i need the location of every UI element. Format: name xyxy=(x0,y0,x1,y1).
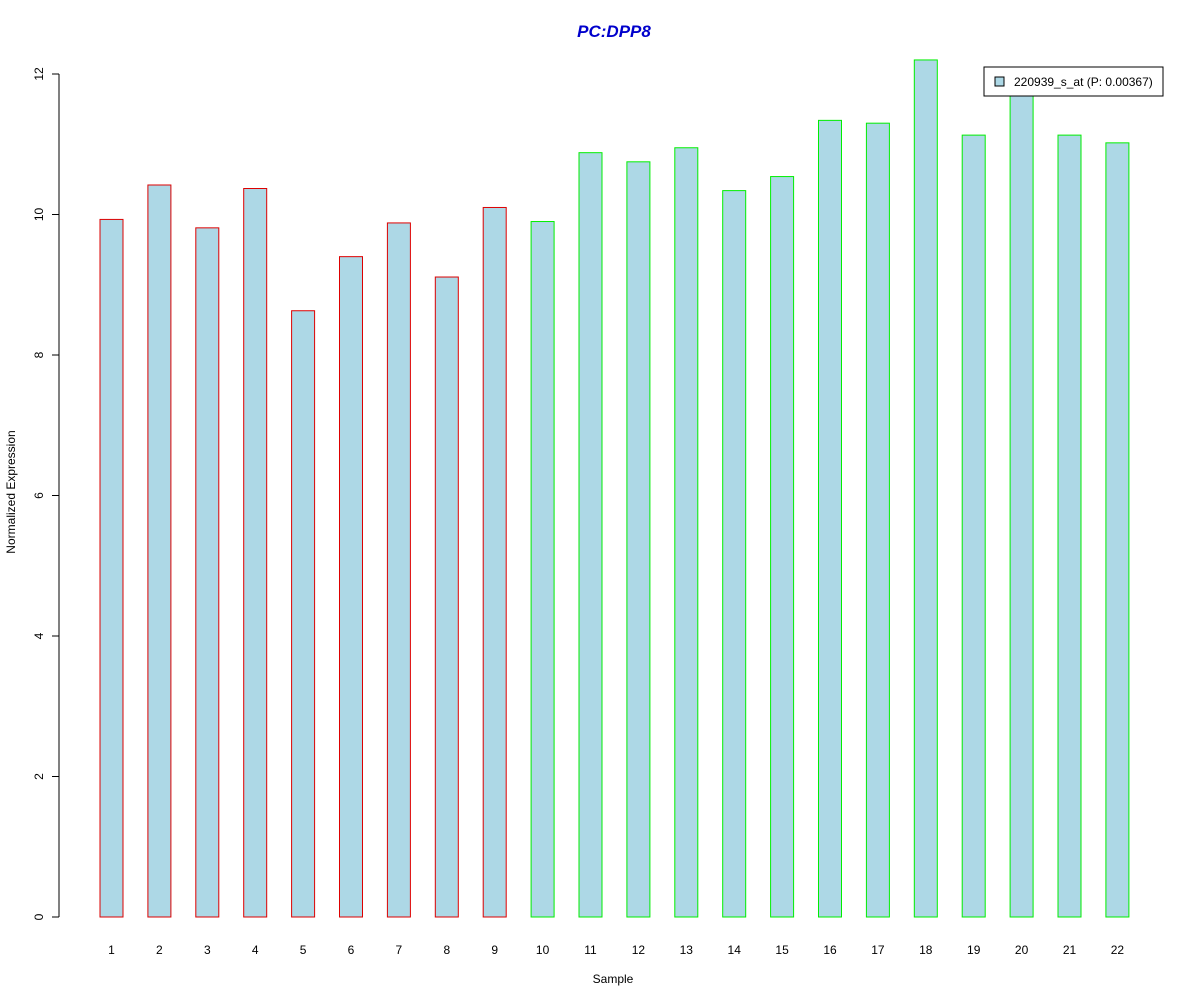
x-tick-label: 18 xyxy=(919,943,933,957)
y-axis-title: Normalized Expression xyxy=(4,430,18,553)
x-tick-label: 21 xyxy=(1063,943,1077,957)
y-tick-label: 10 xyxy=(32,208,46,222)
bar-sample-8 xyxy=(434,276,459,918)
bar-sample-12 xyxy=(626,161,651,918)
bar-sample-20 xyxy=(1009,88,1034,918)
x-tick-label: 3 xyxy=(204,943,211,957)
bars xyxy=(99,59,1130,918)
x-tick-label: 10 xyxy=(536,943,550,957)
x-axis: 1 2 3 4 5 6 7 8 9 10 11 12 13 14 15 16 17 18 19 20 21 22 xyxy=(108,943,1124,957)
bar-sample-14 xyxy=(722,190,747,918)
y-tick-label: 2 xyxy=(32,773,46,780)
x-tick-label: 4 xyxy=(252,943,259,957)
bar-sample-10 xyxy=(530,221,555,918)
chart-title: PC:DPP8 xyxy=(577,22,651,41)
x-tick-label: 1 xyxy=(108,943,115,957)
y-tick-label: 6 xyxy=(32,492,46,499)
bar-sample-22 xyxy=(1105,142,1130,918)
bar-sample-9 xyxy=(482,206,507,918)
bar-sample-15 xyxy=(770,176,795,918)
bar-sample-7 xyxy=(386,222,411,918)
x-tick-label: 12 xyxy=(632,943,646,957)
x-tick-label: 15 xyxy=(775,943,789,957)
bar-sample-11 xyxy=(578,152,603,918)
y-tick-label: 8 xyxy=(32,351,46,358)
y-axis: 0 2 4 6 8 10 12 xyxy=(32,67,59,920)
x-tick-label: 19 xyxy=(967,943,981,957)
x-tick-label: 6 xyxy=(348,943,355,957)
x-tick-label: 22 xyxy=(1111,943,1125,957)
bar-sample-17 xyxy=(865,122,890,918)
legend: 220939_s_at (P: 0.00367) xyxy=(983,66,1164,97)
x-axis-title: Sample xyxy=(593,972,634,986)
legend-box xyxy=(983,66,1164,97)
legend-label: 220939_s_at (P: 0.00367) xyxy=(1014,75,1153,89)
x-tick-label: 17 xyxy=(871,943,885,957)
x-tick-label: 8 xyxy=(443,943,450,957)
bar-sample-19 xyxy=(961,134,986,918)
bar-sample-13 xyxy=(674,147,699,918)
x-tick-label: 2 xyxy=(156,943,163,957)
x-tick-label: 9 xyxy=(491,943,498,957)
bar-sample-3 xyxy=(195,227,220,918)
x-tick-label: 7 xyxy=(396,943,403,957)
y-tick-label: 4 xyxy=(32,632,46,639)
y-tick-label: 12 xyxy=(32,67,46,81)
legend-swatch xyxy=(994,76,1005,87)
x-tick-label: 16 xyxy=(823,943,837,957)
bar-sample-1 xyxy=(99,218,124,918)
bar-sample-6 xyxy=(339,256,363,918)
x-tick-label: 13 xyxy=(680,943,694,957)
bar-sample-18 xyxy=(913,59,938,918)
bar-sample-21 xyxy=(1057,134,1082,918)
bar-sample-5 xyxy=(291,310,316,918)
x-tick-label: 5 xyxy=(300,943,307,957)
bar-sample-2 xyxy=(147,184,172,918)
bar-sample-4 xyxy=(243,188,268,918)
y-tick-label: 0 xyxy=(32,913,46,920)
x-tick-label: 20 xyxy=(1015,943,1029,957)
x-tick-label: 14 xyxy=(728,943,742,957)
bar-sample-16 xyxy=(818,119,842,918)
x-tick-label: 11 xyxy=(584,943,597,957)
